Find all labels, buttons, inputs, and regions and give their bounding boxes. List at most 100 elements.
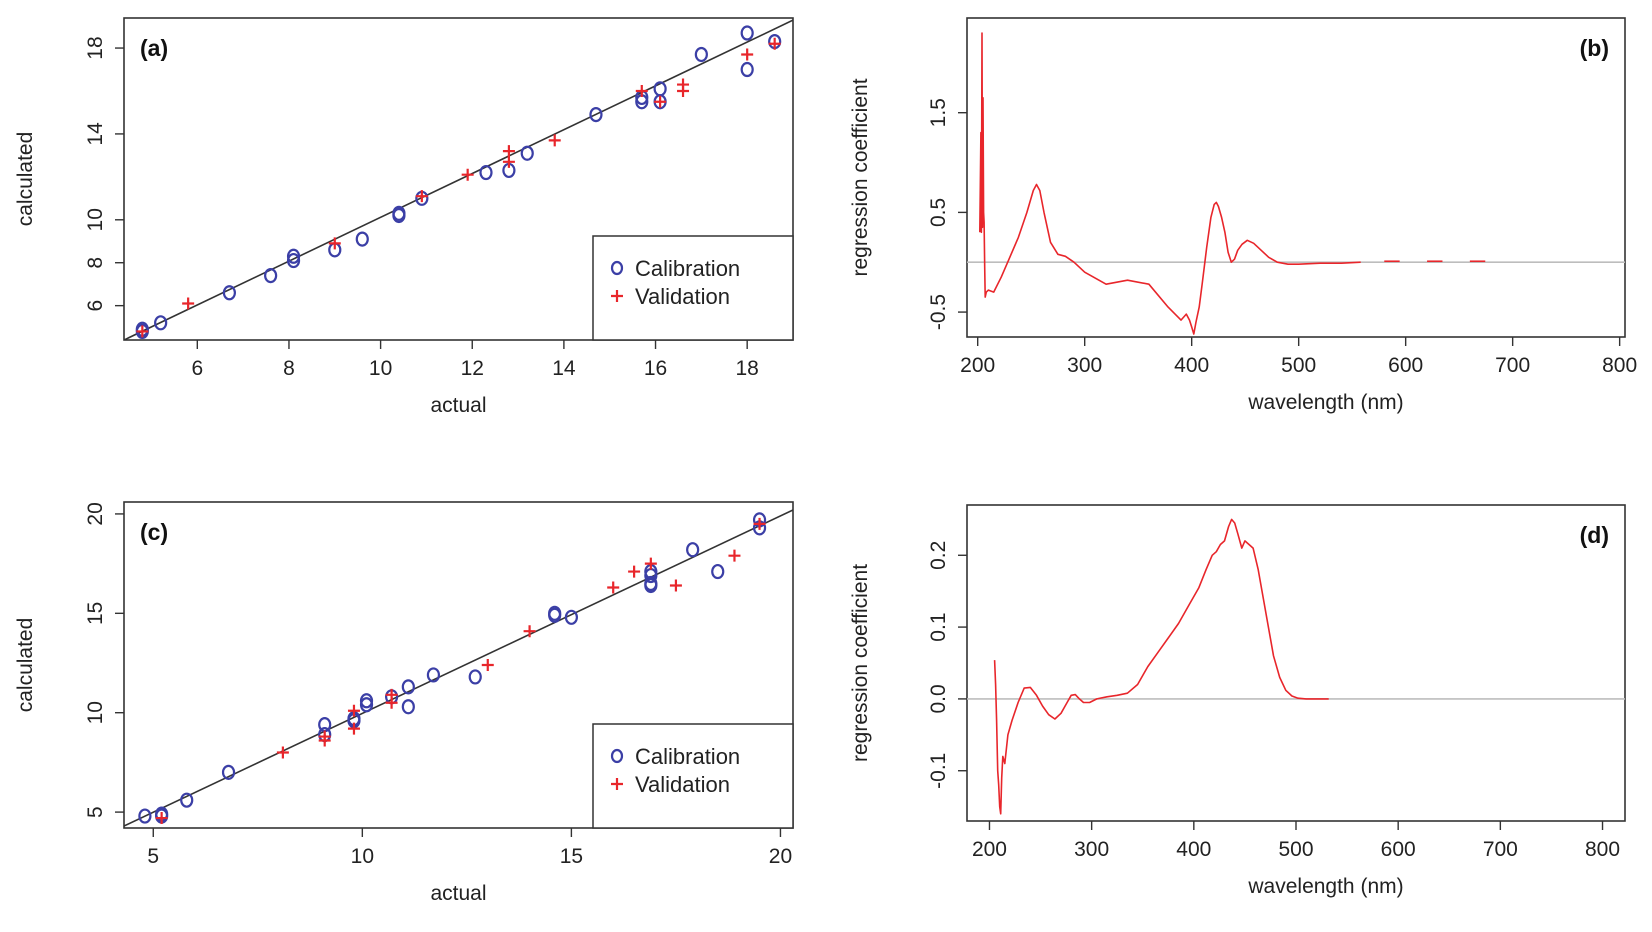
- coefficient-line: [979, 32, 1361, 335]
- plot-area: [967, 32, 1625, 335]
- panel-d: 200 300 400 500 600 700 800 -0.1 0.0 0.1 0.2 wavele…: [849, 504, 1626, 898]
- x-tick-label: 18: [735, 357, 758, 380]
- y-axis-label: regression coefficient: [849, 564, 872, 762]
- validation-point: [607, 581, 620, 594]
- legend-calibration-marker: [610, 748, 624, 764]
- validation-point: [385, 688, 398, 701]
- legend-validation-marker: [611, 778, 623, 790]
- y-tick-label: 14: [84, 122, 107, 146]
- validation-point: [276, 746, 289, 759]
- x-tick-label: 500: [1278, 838, 1313, 861]
- validation-point: [628, 565, 641, 578]
- plot-area: [124, 509, 793, 827]
- x-tick-label: 600: [1388, 354, 1423, 377]
- validation-point: [523, 625, 536, 638]
- calibration-point: [686, 542, 700, 558]
- calibration-point: [264, 268, 278, 284]
- y-tick-label: 6: [84, 300, 107, 312]
- x-tick-label: 5: [147, 845, 159, 868]
- legend-calibration-marker: [610, 260, 624, 276]
- legend-validation-label: Validation: [635, 284, 730, 309]
- calibration-point: [286, 248, 301, 264]
- validation-point: [136, 325, 149, 338]
- validation-point: [347, 722, 360, 735]
- calibration-point: [426, 667, 441, 683]
- calibration-point: [589, 106, 603, 123]
- validation-point: [461, 168, 474, 181]
- y-tick-label: 0.0: [927, 684, 950, 713]
- legend-validation-label: Validation: [635, 772, 730, 797]
- panel-a: 6 8 10 12 14 16 18 6 8 10 14 18 actual calculated (a) C…: [14, 17, 794, 417]
- calibration-point: [286, 252, 301, 269]
- calibration-point: [479, 164, 493, 181]
- x-tick-label: 6: [191, 357, 203, 380]
- x-tick-label: 200: [972, 838, 1007, 861]
- calibration-point: [740, 25, 754, 41]
- validation-point: [741, 48, 754, 61]
- validation-point: [669, 579, 682, 592]
- x-tick-label: 300: [1067, 354, 1102, 377]
- y-tick-label: 0.2: [927, 541, 950, 570]
- calibration-point: [548, 605, 562, 621]
- plot-frame: [966, 504, 1626, 822]
- calibration-point: [740, 61, 754, 78]
- y-tick-label: 18: [84, 36, 107, 59]
- y-tick-label: 10: [84, 208, 107, 231]
- validation-point: [677, 78, 690, 91]
- panel-label: (c): [140, 519, 168, 545]
- y-tick-label: 20: [84, 502, 107, 525]
- x-tick-label: 800: [1602, 354, 1637, 377]
- calibration-point: [355, 231, 369, 247]
- y-axis-label: calculated: [14, 132, 37, 227]
- y-tick-label: 5: [84, 806, 107, 818]
- x-tick-label: 700: [1483, 838, 1518, 861]
- x-tick-label: 10: [351, 845, 374, 868]
- validation-point: [644, 557, 657, 570]
- plot-frame: [123, 501, 794, 829]
- calibration-point: [694, 46, 708, 63]
- coefficient-line: [993, 518, 1329, 815]
- panel-label: (a): [140, 35, 168, 61]
- validation-point: [728, 549, 741, 562]
- y-tick-label: 1.5: [927, 98, 950, 127]
- validation-point: [318, 730, 331, 743]
- y-tick-label: 0.5: [927, 198, 950, 227]
- validation-point: [328, 237, 341, 250]
- x-tick-label: 12: [461, 357, 484, 380]
- y-axis-label: calculated: [14, 618, 37, 713]
- x-tick-label: 8: [283, 357, 295, 380]
- calibration-point: [318, 717, 332, 733]
- y-axis-label: regression coefficient: [849, 78, 872, 276]
- plot-frame: [966, 17, 1626, 338]
- x-axis-label: wavelength (nm): [1247, 391, 1403, 414]
- calibration-point: [468, 669, 482, 685]
- calibration-point: [392, 205, 406, 221]
- validation-point: [502, 155, 515, 168]
- calibration-point: [222, 285, 236, 301]
- plot-frame: [123, 17, 794, 341]
- panel-label: (d): [1580, 522, 1609, 548]
- x-tick-label: 400: [1174, 354, 1209, 377]
- plot-area: [967, 518, 1625, 815]
- calibration-point: [401, 679, 415, 695]
- legend-box: [592, 723, 794, 829]
- validation-point: [415, 190, 428, 203]
- calibration-point: [154, 315, 168, 331]
- calibration-point: [221, 764, 236, 780]
- legend-calibration-label: Calibration: [635, 256, 740, 281]
- validation-point: [481, 659, 494, 671]
- x-tick-label: 500: [1281, 354, 1316, 377]
- calibration-point: [138, 808, 152, 824]
- x-tick-label: 16: [644, 357, 667, 380]
- x-tick-label: 300: [1074, 838, 1109, 861]
- validation-point: [347, 704, 360, 717]
- x-tick-label: 200: [960, 354, 995, 377]
- x-tick-label: 10: [369, 357, 392, 380]
- x-tick-label: 700: [1495, 354, 1530, 377]
- y-tick-label: 0.1: [927, 612, 950, 641]
- legend-box: [592, 235, 794, 341]
- x-axis-label: wavelength (nm): [1247, 875, 1403, 898]
- calibration-point: [359, 693, 374, 709]
- legend-validation-marker: [611, 290, 623, 302]
- y-tick-label: 15: [84, 602, 107, 625]
